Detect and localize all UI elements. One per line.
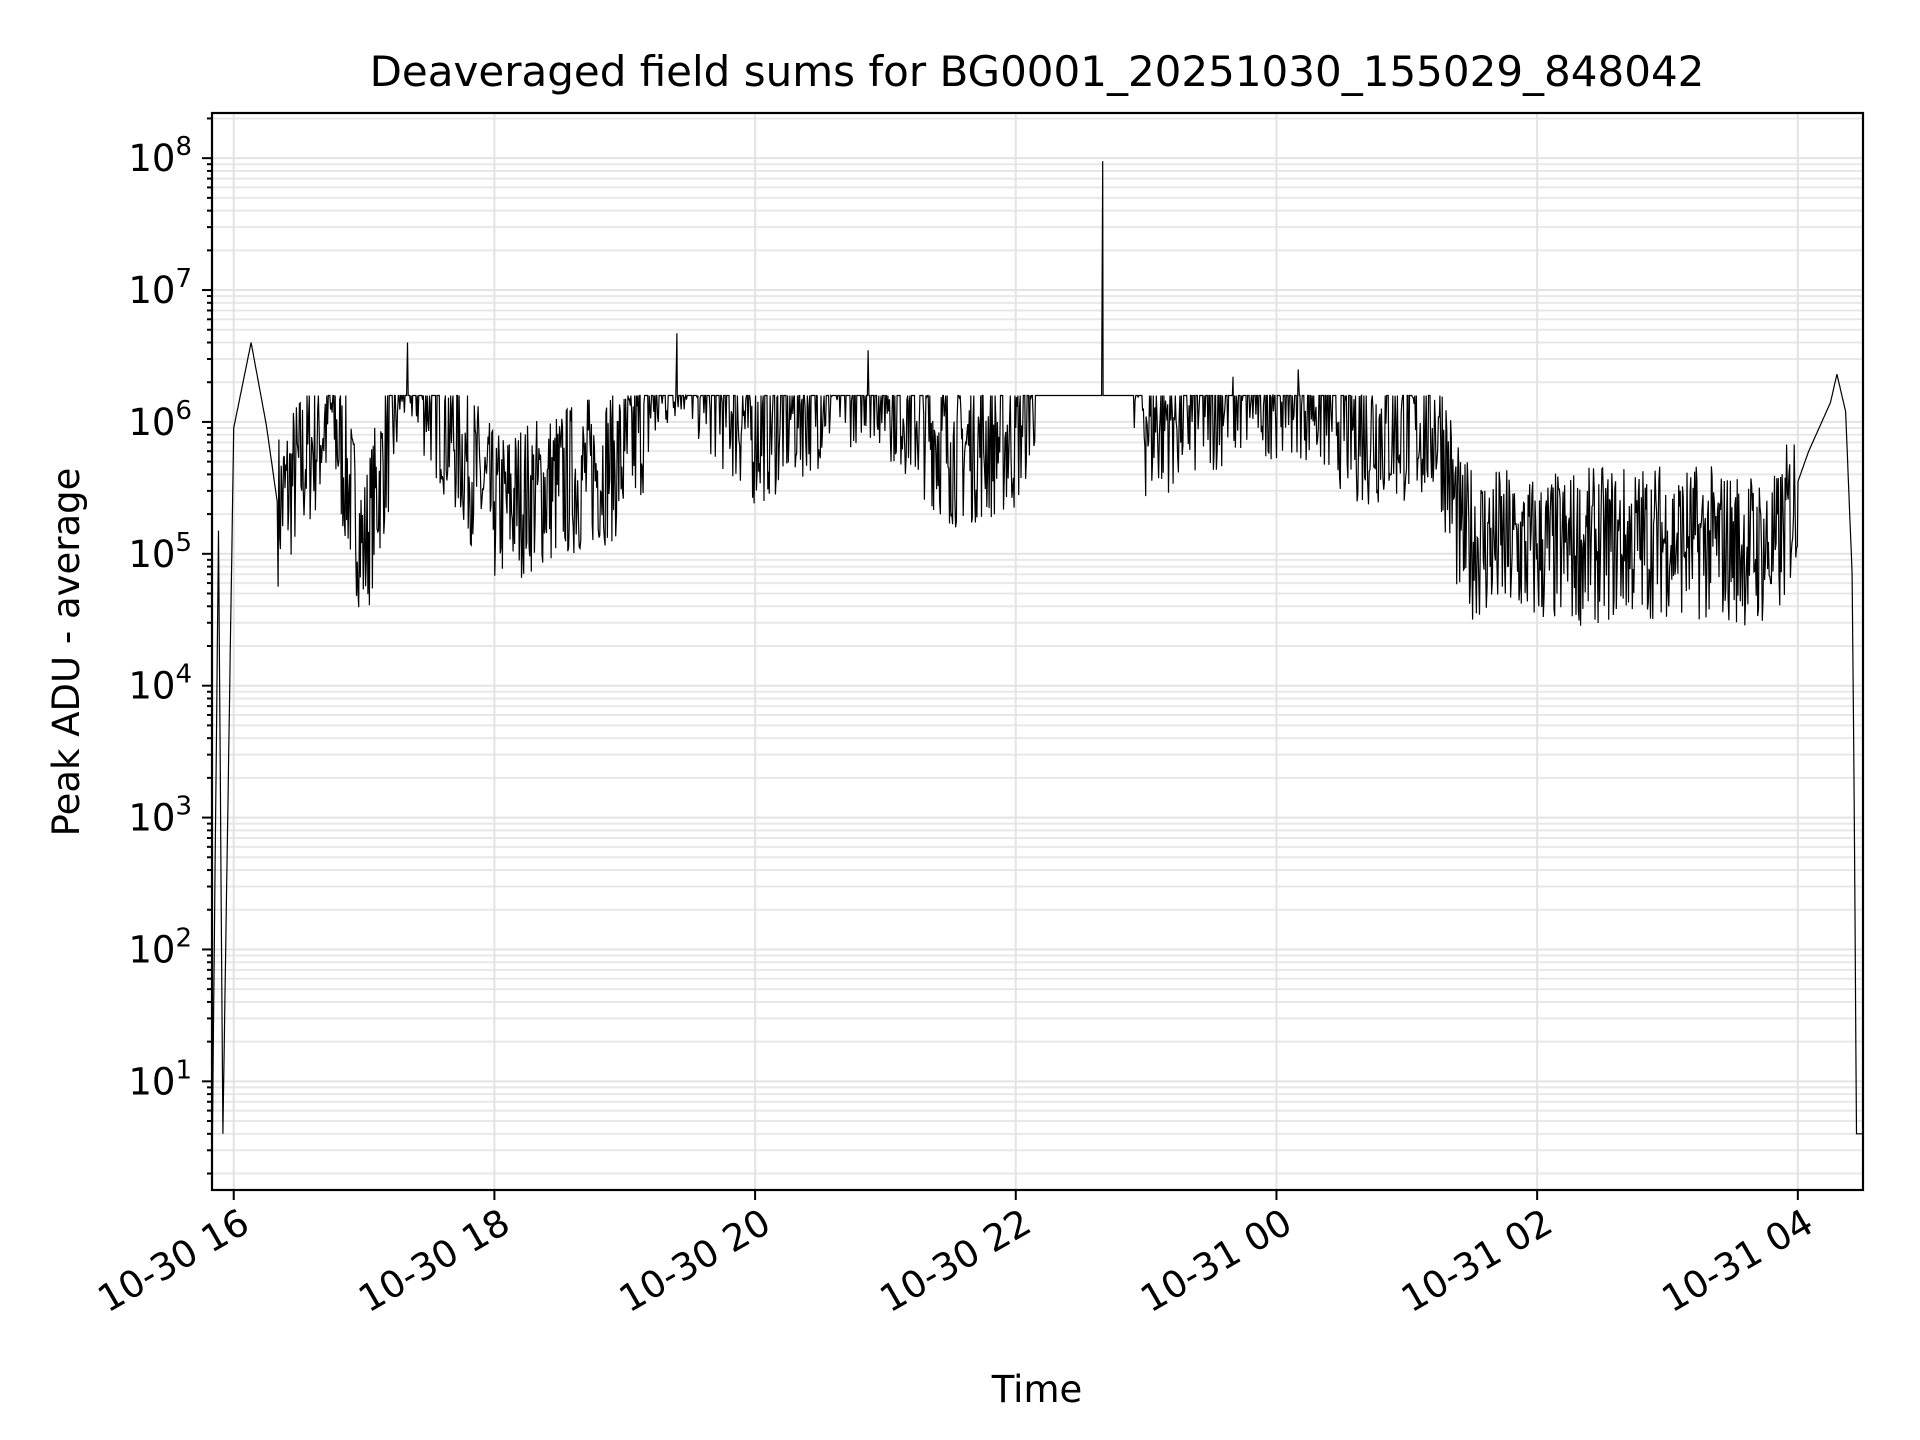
x-tick-label: 10-30 20 — [612, 1201, 778, 1321]
series-line — [211, 161, 1863, 1174]
y-tick-label: 106 — [128, 396, 192, 444]
y-tick-label: 102 — [128, 923, 192, 971]
y-axis-label: Peak ADU - average — [45, 468, 88, 837]
x-tick-label: 10-30 22 — [873, 1201, 1039, 1321]
y-tick-label: 101 — [128, 1055, 192, 1103]
chart-title: Deaveraged field sums for BG0001_2025103… — [370, 47, 1705, 96]
y-tick-label: 108 — [128, 132, 192, 180]
y-tick-label: 103 — [128, 792, 192, 840]
x-tick-label: 10-31 02 — [1394, 1201, 1560, 1321]
plot-frame — [210, 111, 1865, 1192]
y-axis: 101 102 103 104 105 106 107 108 — [128, 117, 212, 1175]
x-tick-label: 10-30 18 — [351, 1201, 517, 1321]
x-tick-label: 10-31 00 — [1133, 1201, 1299, 1321]
y-tick-label: 105 — [128, 528, 192, 576]
x-axis-label: Time — [991, 1368, 1083, 1411]
y-tick-label: 107 — [128, 264, 192, 312]
y-tick-label: 104 — [128, 660, 192, 708]
x-tick-label: 10-30 16 — [91, 1201, 257, 1321]
grid — [212, 113, 1863, 1190]
x-axis: 10-30 16 10-30 18 10-30 20 10-30 22 10-31 00… — [91, 1190, 1821, 1321]
x-tick-label: 10-31 04 — [1655, 1201, 1821, 1321]
